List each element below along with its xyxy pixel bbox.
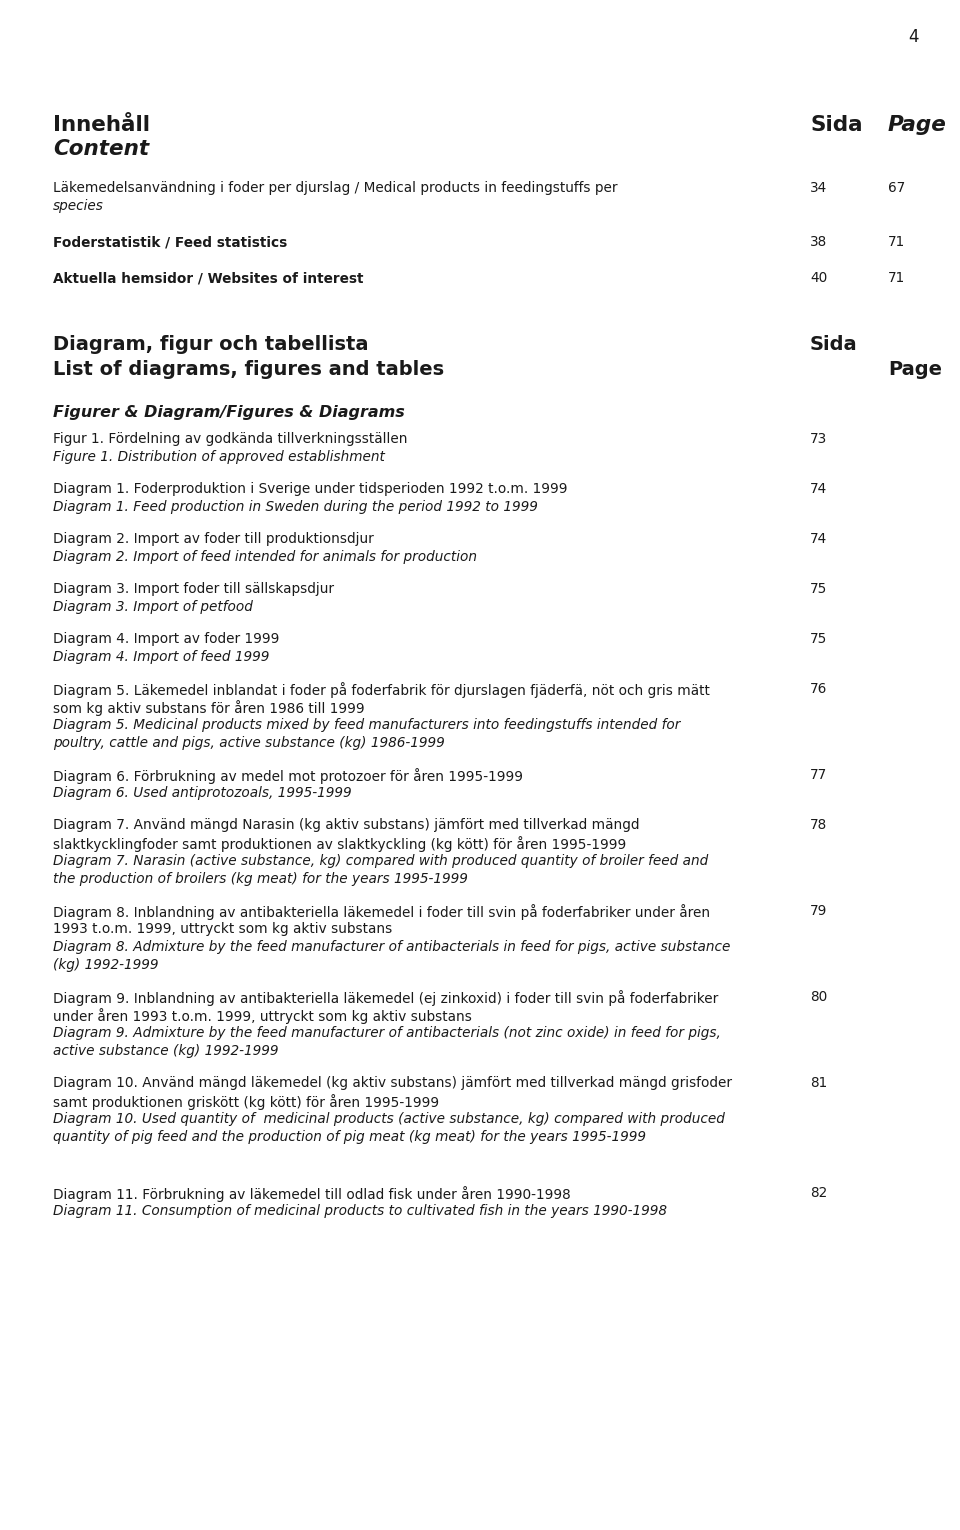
Text: poultry, cattle and pigs, active substance (kg) 1986-1999: poultry, cattle and pigs, active substan… bbox=[53, 736, 444, 750]
Text: Diagram 10. Used quantity of  medicinal products (active substance, kg) compared: Diagram 10. Used quantity of medicinal p… bbox=[53, 1112, 725, 1126]
Text: 75: 75 bbox=[810, 632, 828, 646]
Text: Figur 1. Fördelning av godkända tillverkningsställen: Figur 1. Fördelning av godkända tillverk… bbox=[53, 431, 407, 447]
Text: Diagram 3. Import of petfood: Diagram 3. Import of petfood bbox=[53, 600, 252, 614]
Text: List of diagrams, figures and tables: List of diagrams, figures and tables bbox=[53, 360, 444, 379]
Text: 1993 t.o.m. 1999, uttryckt som kg aktiv substans: 1993 t.o.m. 1999, uttryckt som kg aktiv … bbox=[53, 923, 393, 936]
Text: Diagram 4. Import av foder 1999: Diagram 4. Import av foder 1999 bbox=[53, 632, 279, 646]
Text: 82: 82 bbox=[810, 1186, 828, 1200]
Text: 71: 71 bbox=[888, 271, 905, 285]
Text: 38: 38 bbox=[810, 236, 828, 249]
Text: 67: 67 bbox=[888, 181, 905, 194]
Text: Diagram 11. Consumption of medicinal products to cultivated fish in the years 19: Diagram 11. Consumption of medicinal pro… bbox=[53, 1204, 667, 1218]
Text: Content: Content bbox=[53, 139, 149, 159]
Text: 34: 34 bbox=[810, 181, 828, 194]
Text: 76: 76 bbox=[810, 682, 828, 696]
Text: Sida: Sida bbox=[810, 115, 863, 135]
Text: Foderstatistik / Feed statistics: Foderstatistik / Feed statistics bbox=[53, 236, 287, 249]
Text: samt produktionen griskött (kg kött) för åren 1995-1999: samt produktionen griskött (kg kött) för… bbox=[53, 1094, 439, 1109]
Text: Diagram 1. Feed production in Sweden during the period 1992 to 1999: Diagram 1. Feed production in Sweden dur… bbox=[53, 500, 538, 514]
Text: 4: 4 bbox=[908, 28, 919, 46]
Text: active substance (kg) 1992-1999: active substance (kg) 1992-1999 bbox=[53, 1043, 278, 1059]
Text: Läkemedelsanvändning i foder per djurslag / Medical products in feedingstuffs pe: Läkemedelsanvändning i foder per djursla… bbox=[53, 181, 617, 194]
Text: 71: 71 bbox=[888, 236, 905, 249]
Text: 80: 80 bbox=[810, 990, 828, 1004]
Text: species: species bbox=[53, 199, 104, 213]
Text: Figure 1. Distribution of approved establishment: Figure 1. Distribution of approved estab… bbox=[53, 450, 385, 464]
Text: Diagram 8. Admixture by the feed manufacturer of antibacterials in feed for pigs: Diagram 8. Admixture by the feed manufac… bbox=[53, 939, 731, 955]
Text: 78: 78 bbox=[810, 819, 828, 832]
Text: Diagram 8. Inblandning av antibakteriella läkemedel i foder till svin på foderfa: Diagram 8. Inblandning av antibakteriell… bbox=[53, 904, 710, 920]
Text: slaktkycklingfoder samt produktionen av slaktkyckling (kg kött) för åren 1995-19: slaktkycklingfoder samt produktionen av … bbox=[53, 835, 626, 852]
Text: Diagram 2. Import of feed intended for animals for production: Diagram 2. Import of feed intended for a… bbox=[53, 549, 477, 565]
Text: Page: Page bbox=[888, 115, 947, 135]
Text: the production of broilers (kg meat) for the years 1995-1999: the production of broilers (kg meat) for… bbox=[53, 872, 468, 886]
Text: Diagram 5. Läkemedel inblandat i foder på foderfabrik för djurslagen fjäderfä, n: Diagram 5. Läkemedel inblandat i foder p… bbox=[53, 682, 709, 698]
Text: quantity of pig feed and the production of pig meat (kg meat) for the years 1995: quantity of pig feed and the production … bbox=[53, 1131, 646, 1144]
Text: Diagram 1. Foderproduktion i Sverige under tidsperioden 1992 t.o.m. 1999: Diagram 1. Foderproduktion i Sverige und… bbox=[53, 482, 567, 496]
Text: 75: 75 bbox=[810, 581, 828, 597]
Text: Diagram 3. Import foder till sällskapsdjur: Diagram 3. Import foder till sällskapsdj… bbox=[53, 581, 334, 597]
Text: Diagram 2. Import av foder till produktionsdjur: Diagram 2. Import av foder till produkti… bbox=[53, 532, 373, 546]
Text: Diagram 4. Import of feed 1999: Diagram 4. Import of feed 1999 bbox=[53, 650, 270, 664]
Text: (kg) 1992-1999: (kg) 1992-1999 bbox=[53, 958, 158, 972]
Text: Diagram 11. Förbrukning av läkemedel till odlad fisk under åren 1990-1998: Diagram 11. Förbrukning av läkemedel til… bbox=[53, 1186, 571, 1203]
Text: Figurer & Diagram/Figures & Diagrams: Figurer & Diagram/Figures & Diagrams bbox=[53, 405, 405, 421]
Text: 81: 81 bbox=[810, 1076, 828, 1089]
Text: 74: 74 bbox=[810, 482, 828, 496]
Text: under åren 1993 t.o.m. 1999, uttryckt som kg aktiv substans: under åren 1993 t.o.m. 1999, uttryckt so… bbox=[53, 1008, 472, 1024]
Text: Diagram 10. Använd mängd läkemedel (kg aktiv substans) jämfört med tillverkad mä: Diagram 10. Använd mängd läkemedel (kg a… bbox=[53, 1076, 732, 1089]
Text: Diagram 9. Inblandning av antibakteriella läkemedel (ej zinkoxid) i foder till s: Diagram 9. Inblandning av antibakteriell… bbox=[53, 990, 718, 1005]
Text: Diagram 9. Admixture by the feed manufacturer of antibacterials (not zinc oxide): Diagram 9. Admixture by the feed manufac… bbox=[53, 1027, 721, 1040]
Text: Diagram, figur och tabellista: Diagram, figur och tabellista bbox=[53, 335, 369, 353]
Text: 40: 40 bbox=[810, 271, 828, 285]
Text: som kg aktiv substans för åren 1986 till 1999: som kg aktiv substans för åren 1986 till… bbox=[53, 701, 365, 716]
Text: Diagram 5. Medicinal products mixed by feed manufacturers into feedingstuffs int: Diagram 5. Medicinal products mixed by f… bbox=[53, 718, 681, 731]
Text: Aktuella hemsidor / Websites of interest: Aktuella hemsidor / Websites of interest bbox=[53, 271, 364, 285]
Text: Page: Page bbox=[888, 360, 942, 379]
Text: 73: 73 bbox=[810, 431, 828, 447]
Text: 79: 79 bbox=[810, 904, 828, 918]
Text: Diagram 7. Narasin (active substance, kg) compared with produced quantity of bro: Diagram 7. Narasin (active substance, kg… bbox=[53, 854, 708, 868]
Text: Diagram 6. Used antiprotozoals, 1995-1999: Diagram 6. Used antiprotozoals, 1995-199… bbox=[53, 786, 351, 800]
Text: 74: 74 bbox=[810, 532, 828, 546]
Text: Sida: Sida bbox=[810, 335, 857, 353]
Text: Diagram 6. Förbrukning av medel mot protozoer för åren 1995-1999: Diagram 6. Förbrukning av medel mot prot… bbox=[53, 768, 523, 783]
Text: 77: 77 bbox=[810, 768, 828, 782]
Text: Innehåll: Innehåll bbox=[53, 115, 150, 135]
Text: Diagram 7. Använd mängd Narasin (kg aktiv substans) jämfört med tillverkad mängd: Diagram 7. Använd mängd Narasin (kg akti… bbox=[53, 819, 639, 832]
